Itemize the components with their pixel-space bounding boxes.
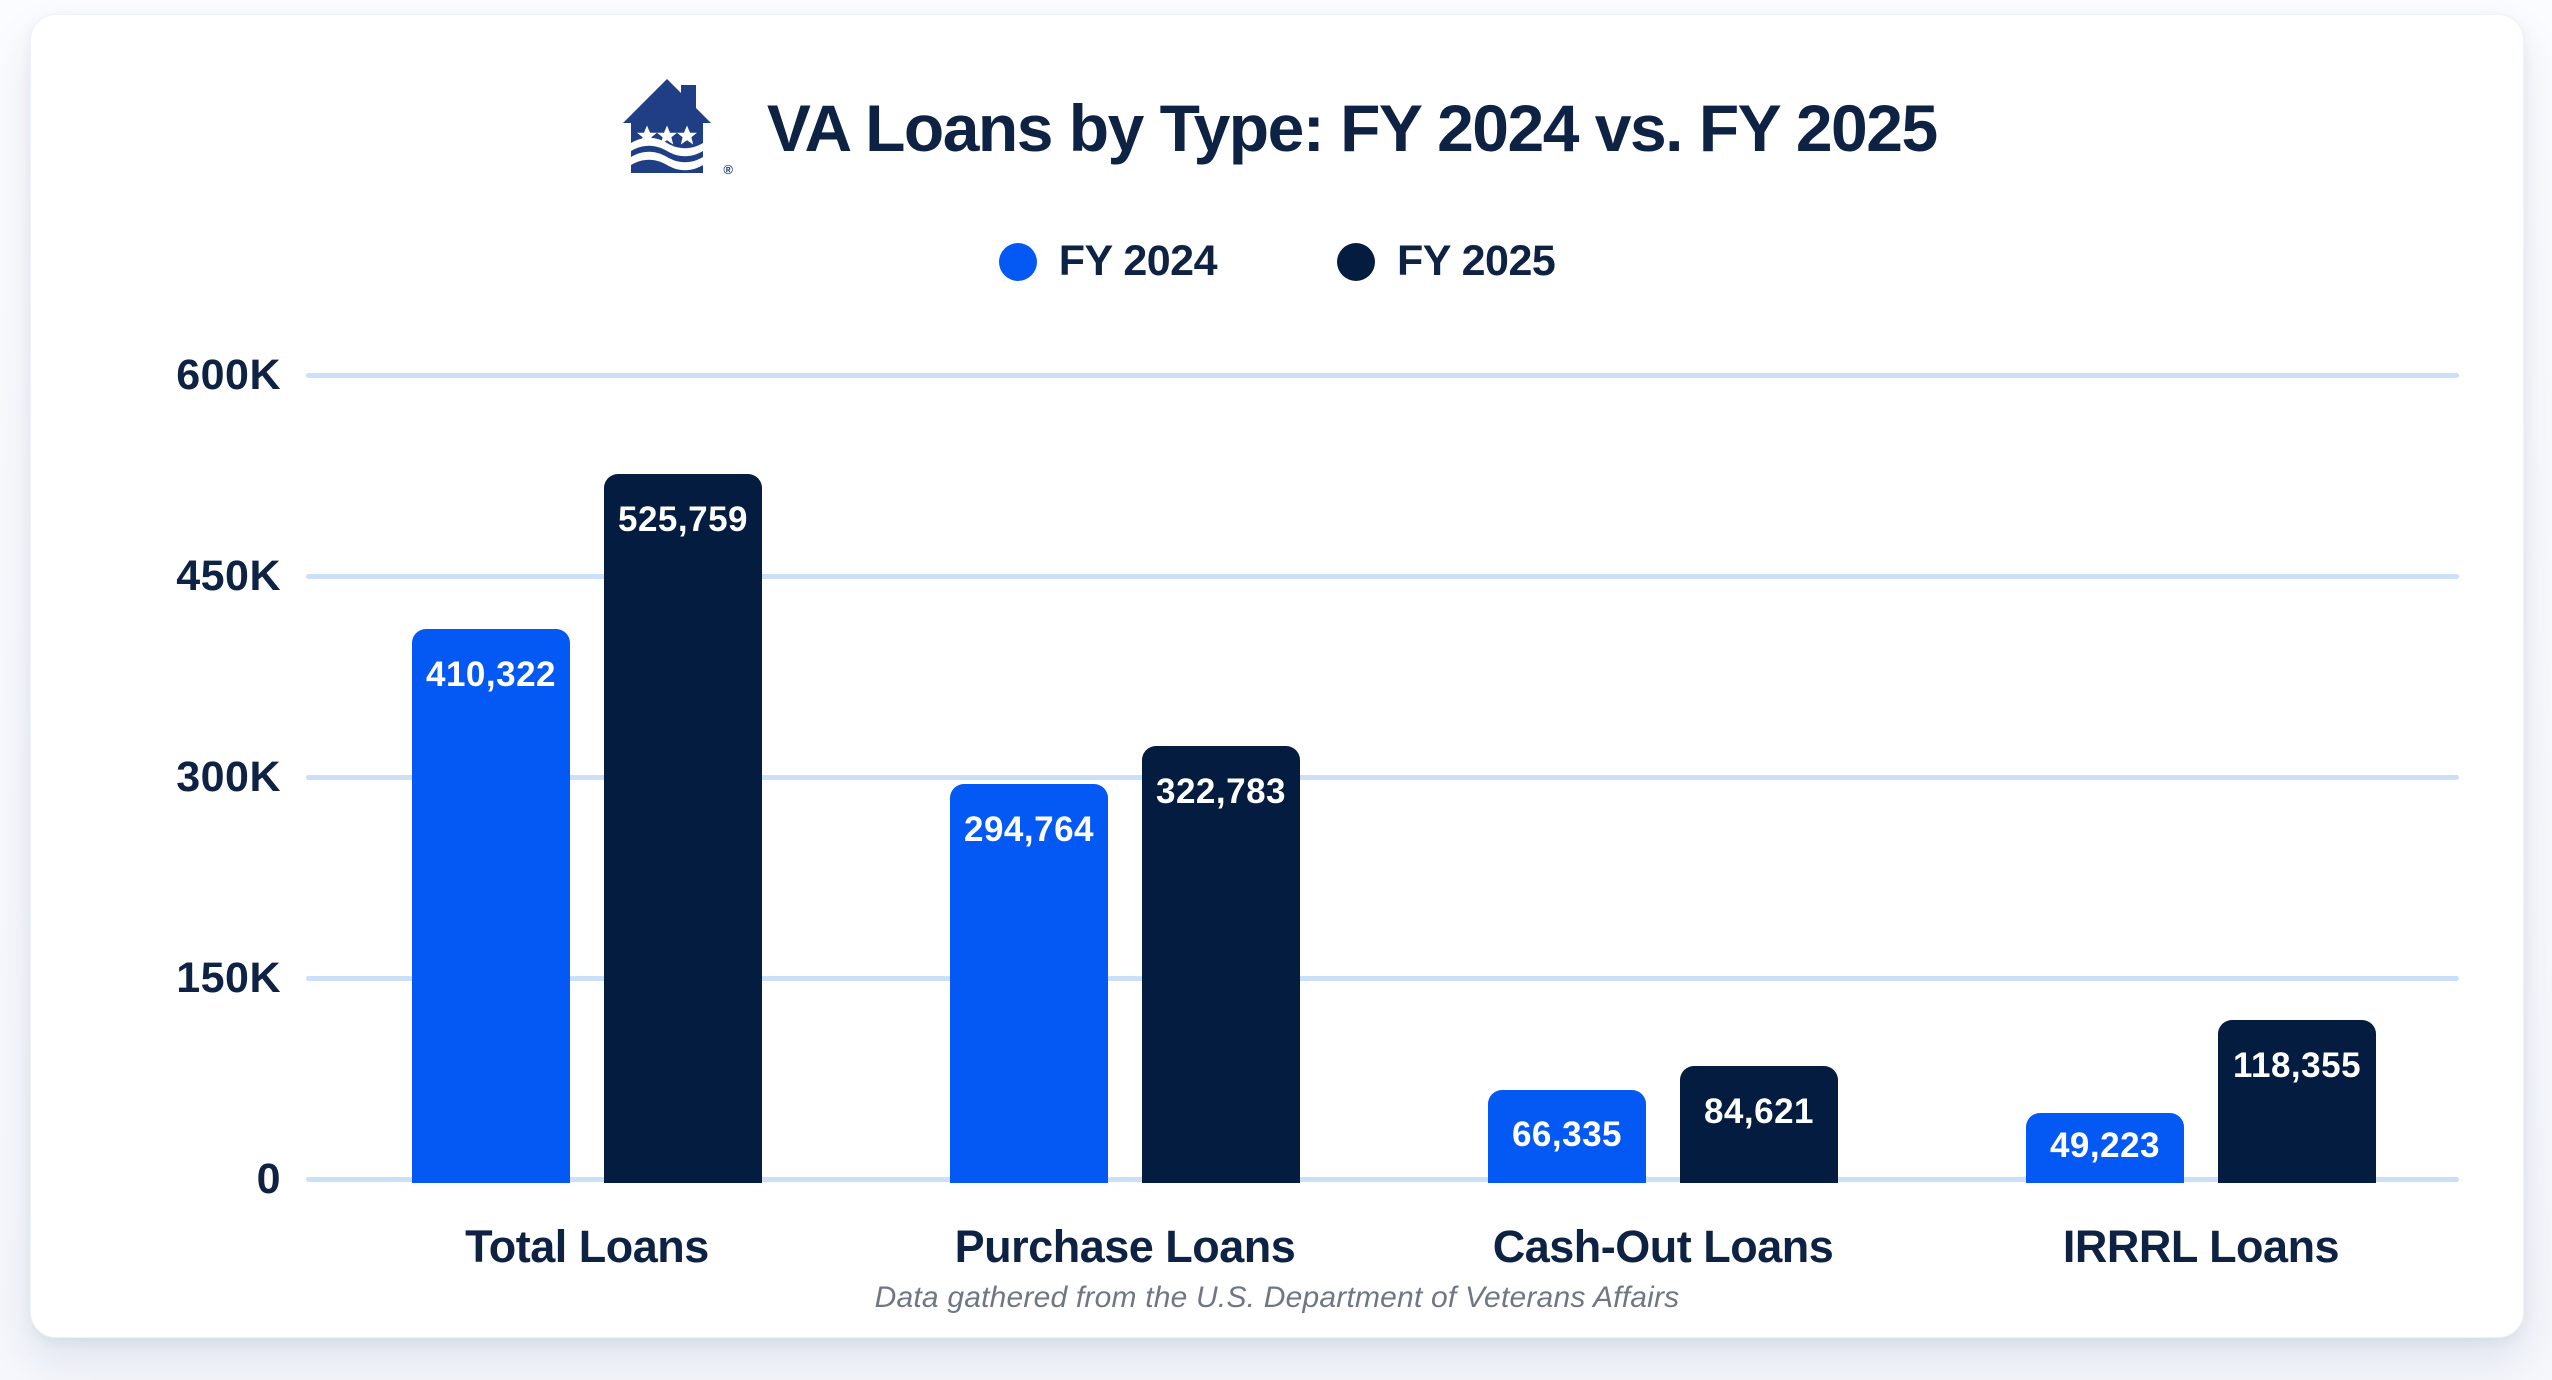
legend-item-fy2025: FY 2025: [1337, 237, 1556, 286]
y-axis-tick-150k: 150K: [176, 954, 281, 1002]
y-axis-tick-300k: 300K: [176, 753, 281, 801]
bar-fy2025-irrrl-loans: 118,355: [2218, 1020, 2376, 1183]
chart-legend: FY 2024 FY 2025: [31, 237, 2523, 286]
veterans-united-house-logo: [623, 79, 712, 173]
bar-fy2025-total-loans: 525,759: [604, 474, 762, 1183]
legend-label-fy2025: FY 2025: [1397, 237, 1556, 285]
logo-chimney: [681, 85, 697, 109]
bar-fy2024-cash-out-loans: 66,335: [1488, 1090, 1646, 1183]
logo-roof: [623, 79, 712, 123]
category-label-cash-out-loans: Cash-Out Loans: [1492, 1221, 1834, 1272]
bar-value-label: 410,322: [425, 655, 557, 694]
bar-fy2024-irrrl-loans: 49,223: [2026, 1113, 2184, 1183]
bar-fy2025-cash-out-loans: 84,621: [1680, 1066, 1838, 1183]
bar-value-label: 294,764: [963, 810, 1095, 849]
bar-value-label: 66,335: [1511, 1114, 1623, 1154]
bar-fy2025-purchase-loans: 322,783: [1142, 746, 1300, 1183]
chart-title: VA Loans by Type: FY 2024 vs. FY 2025: [766, 91, 1938, 166]
bar-value-label: 525,759: [617, 500, 749, 539]
bar-value-label: 118,355: [2232, 1046, 2362, 1085]
registered-trademark-mark: ®: [723, 162, 733, 177]
chart-card: ® VA Loans by Type: FY 2024 vs. FY 2025 …: [30, 14, 2524, 1338]
gridline-450k: [306, 574, 2459, 579]
category-label-irrrl-loans: IRRRL Loans: [2062, 1221, 2340, 1272]
gridline-300k: [306, 775, 2459, 780]
chart-header: ® VA Loans by Type: FY 2024 vs. FY 2025: [31, 77, 2523, 181]
y-axis-tick-600k: 600K: [176, 351, 281, 399]
y-axis-tick-0: 0: [256, 1155, 281, 1203]
bar-value-label: 322,783: [1155, 772, 1287, 811]
gridline-0: [306, 1177, 2459, 1182]
bar-fy2024-purchase-loans: 294,764: [950, 784, 1108, 1183]
legend-dot-fy2024: [998, 242, 1037, 281]
bar-value-label: 84,621: [1703, 1092, 1815, 1131]
legend-label-fy2024: FY 2024: [1058, 237, 1218, 285]
y-axis-tick-450k: 450K: [176, 552, 281, 600]
legend-dot-fy2025: [1337, 242, 1375, 281]
bar-fy2024-total-loans: 410,322: [412, 629, 570, 1183]
bar-value-label: 49,223: [2049, 1126, 2161, 1165]
category-label-total-loans: Total Loans: [465, 1221, 709, 1272]
category-label-purchase-loans: Purchase Loans: [954, 1221, 1296, 1272]
gridline-600k: [306, 373, 2459, 378]
legend-item-fy2024: FY 2024: [998, 237, 1218, 286]
gridline-150k: [306, 976, 2459, 981]
logo-waves: [631, 137, 704, 171]
source-note: Data gathered from the U.S. Department o…: [874, 1281, 1680, 1314]
